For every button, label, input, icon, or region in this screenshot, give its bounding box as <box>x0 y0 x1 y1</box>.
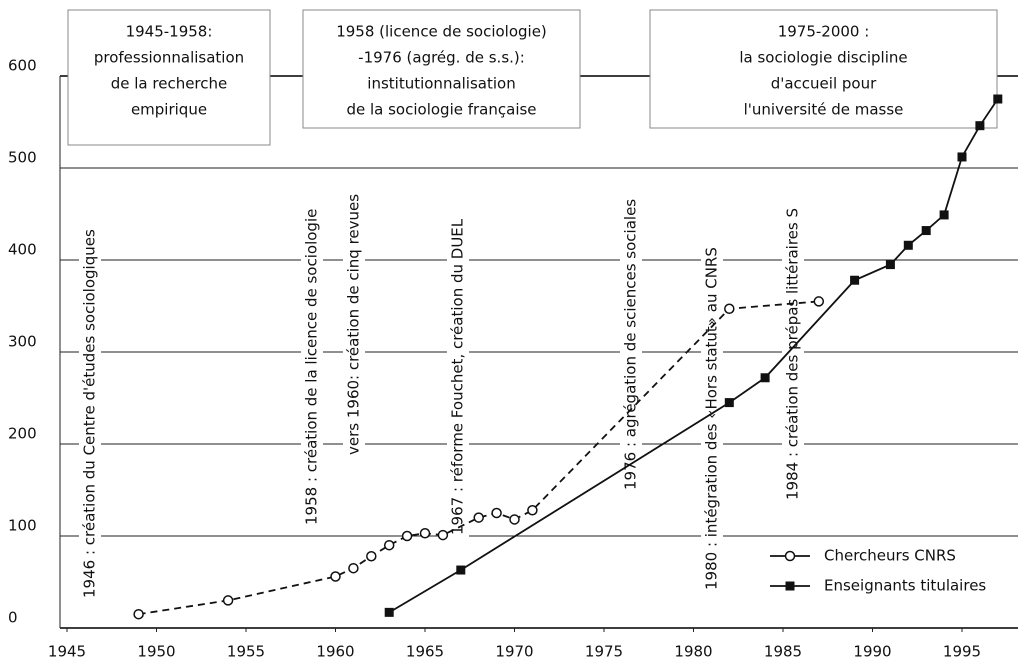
period-text: 1945-1958: <box>126 23 213 41</box>
point <box>921 226 931 236</box>
period-box <box>649 9 998 129</box>
point <box>939 210 949 220</box>
period-box <box>302 9 581 129</box>
series <box>133 296 825 620</box>
point <box>975 121 985 131</box>
legend-label: Chercheurs CNRS <box>824 547 956 565</box>
point <box>366 550 377 562</box>
y-tick-label: 500 <box>8 149 37 167</box>
series-line <box>388 98 999 614</box>
point <box>419 527 431 539</box>
point <box>850 275 860 285</box>
point <box>813 296 825 307</box>
point <box>437 529 449 541</box>
y-tick-label: 100 <box>8 517 37 535</box>
y-tick-label: 600 <box>8 57 37 75</box>
annotation-bg <box>301 204 323 529</box>
x-tick-label: 1960 <box>316 643 354 661</box>
period-text: -1976 (agrég. de s.s.): <box>358 49 525 67</box>
x-tick-label: 1990 <box>853 643 891 661</box>
period-text: 1958 (licence de sociologie) <box>336 23 547 41</box>
point <box>348 562 359 574</box>
x-tick-label: 1975 <box>585 643 623 661</box>
period-text: institutionnalisation <box>367 75 515 93</box>
point <box>760 373 770 383</box>
period-text: la sociologie discipline <box>739 49 907 67</box>
annotation: 1976 : agrégation de sciences sociales <box>622 199 640 490</box>
annotation-bg <box>782 203 804 504</box>
point <box>724 398 734 408</box>
point <box>993 94 1003 104</box>
annotation: vers 1960: création de cinq revues <box>345 194 363 455</box>
point <box>456 565 466 575</box>
x-tick-label: 1980 <box>674 643 712 661</box>
y-tick-label: 0 <box>8 609 18 627</box>
x-tick-label: 1985 <box>764 643 802 661</box>
y-tick-label: 200 <box>8 425 37 443</box>
x-tick-label: 1950 <box>137 643 175 661</box>
point <box>903 240 913 250</box>
series <box>384 94 1003 617</box>
legend-marker <box>785 581 795 591</box>
y-tick-label: 400 <box>8 241 37 259</box>
period-text: l'université de masse <box>744 101 904 119</box>
point <box>957 152 967 162</box>
y-tick-label: 300 <box>8 333 37 351</box>
point <box>401 530 413 542</box>
point <box>724 303 735 315</box>
point <box>509 514 520 525</box>
x-tick-label: 1945 <box>48 643 86 661</box>
point <box>383 539 395 551</box>
legend-label: Enseignants titulaires <box>824 577 986 595</box>
annotation: 1984 : création des prépas littéraires S <box>784 208 802 500</box>
annotation: 1958 : création de la licence de sociolo… <box>303 209 321 525</box>
period-text: d'accueil pour <box>771 75 877 93</box>
point <box>473 512 484 523</box>
period-text: de la recherche <box>111 75 228 93</box>
x-tick-label: 1995 <box>943 643 981 661</box>
period-box <box>67 9 271 146</box>
period-text: empirique <box>131 101 207 119</box>
period-text: de la sociologie française <box>346 101 536 119</box>
annotation-bg <box>343 189 365 459</box>
point <box>885 260 895 270</box>
x-tick-label: 1955 <box>227 643 265 661</box>
point <box>527 504 538 516</box>
legend-marker <box>784 550 796 562</box>
point <box>133 608 144 620</box>
period-text: professionnalisation <box>94 49 244 67</box>
annotation: 1946 : création du Centre d'études socio… <box>81 229 99 598</box>
point <box>491 507 502 519</box>
point <box>384 607 394 617</box>
period-text: 1975-2000 : <box>778 23 870 41</box>
annotation-bg <box>79 225 101 602</box>
point <box>330 571 341 582</box>
x-tick-label: 1965 <box>406 643 444 661</box>
point <box>222 595 234 606</box>
annotation: 1967 : réforme Fouchet, création du DUEL <box>449 218 467 535</box>
x-tick-label: 1970 <box>495 643 533 661</box>
annotation-bg <box>620 194 642 494</box>
annotation-bg <box>447 214 469 539</box>
